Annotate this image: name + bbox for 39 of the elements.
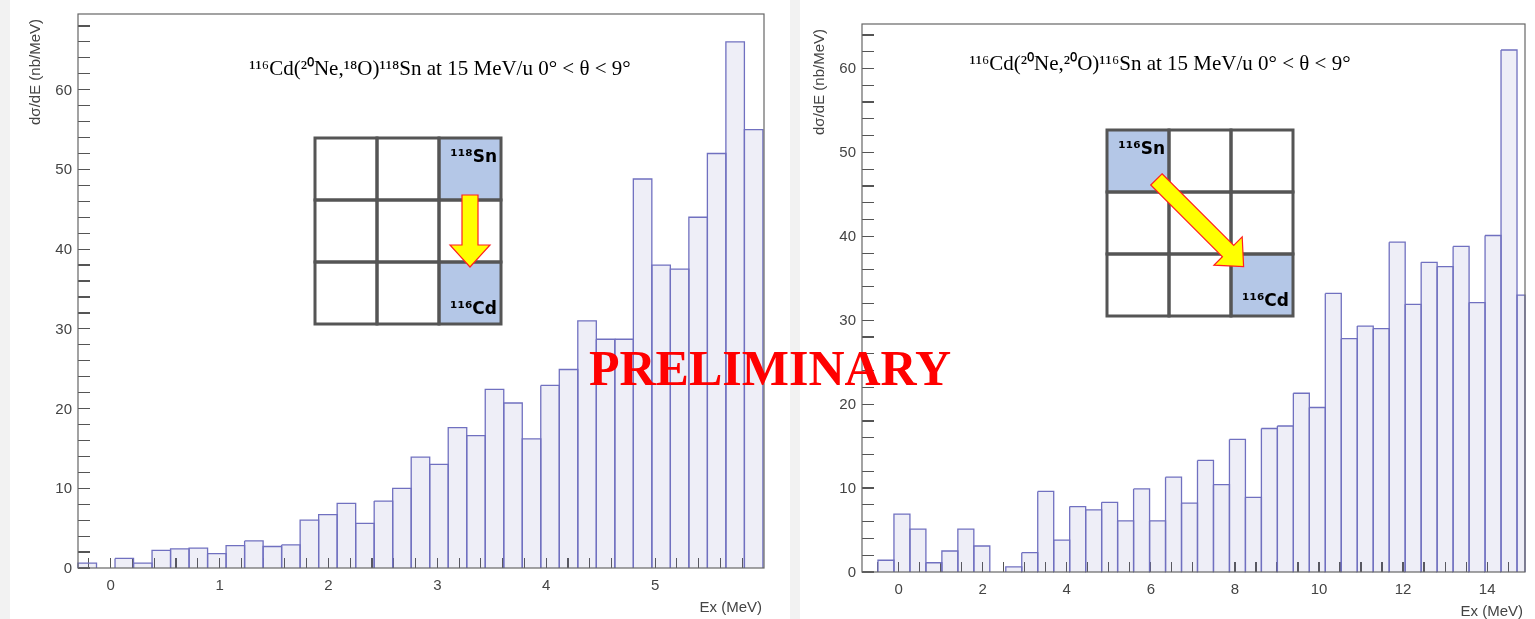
y-tick-label: 20	[839, 395, 856, 413]
x-tick-label: 0	[894, 580, 903, 597]
annotation: ¹¹⁶Cd	[450, 298, 497, 318]
y-tick-label: 40	[839, 227, 856, 245]
annotation: ¹¹⁶Cd	[1242, 290, 1289, 310]
x-tick-label: 1	[215, 576, 224, 593]
x-axis-title: Ex (MeV)	[1460, 602, 1523, 619]
x-tick-label: 14	[1478, 580, 1496, 597]
y-tick-label: 40	[55, 240, 72, 258]
y-axis-title: dσ/dE (nb/MeV)	[26, 19, 43, 125]
x-tick-label: 10	[1310, 580, 1328, 597]
y-tick-label: 30	[55, 319, 72, 337]
x-tick-label: 8	[1230, 580, 1240, 597]
text: ¹¹⁶Cd(²⁰Ne,²⁰O)¹¹⁶Sn at 15 MeV/u 0° < θ < 9°	[969, 51, 1351, 75]
y-axis-title: dσ/dE (nb/MeV)	[810, 29, 827, 135]
y-tick-label: 50	[55, 160, 72, 178]
y-tick-label: 0	[63, 559, 72, 576]
y-tick-label: 50	[839, 143, 856, 161]
x-tick-label: 2	[978, 580, 987, 597]
y-tick-label: 20	[55, 399, 72, 417]
annotation: ¹¹⁸Sn	[450, 146, 497, 166]
y-tick-label: 10	[839, 479, 856, 497]
y-tick-label: 60	[55, 80, 72, 98]
y-tick-label: 0	[847, 563, 856, 580]
x-tick-label: 5	[650, 576, 660, 593]
y-tick-label: 10	[55, 479, 72, 497]
x-tick-label: 2	[324, 576, 333, 593]
y-tick-label: 60	[839, 59, 856, 77]
x-tick-label: 4	[542, 576, 551, 593]
x-tick-label: 0	[106, 576, 115, 593]
x-tick-label: 12	[1394, 580, 1412, 597]
annotation: ¹¹⁶Sn	[1118, 138, 1165, 158]
x-axis-title: Ex (MeV)	[699, 598, 762, 615]
annotation: PRELIMINARY	[588, 340, 952, 396]
x-tick-label: 6	[1146, 580, 1155, 597]
x-tick-label: 4	[1062, 580, 1071, 597]
x-tick-label: 3	[433, 576, 442, 593]
y-tick-label: 30	[839, 311, 856, 329]
text: ¹¹⁶Cd(²⁰Ne,¹⁸O)¹¹⁸Sn at 15 MeV/u 0° < θ < 9°	[249, 56, 631, 80]
